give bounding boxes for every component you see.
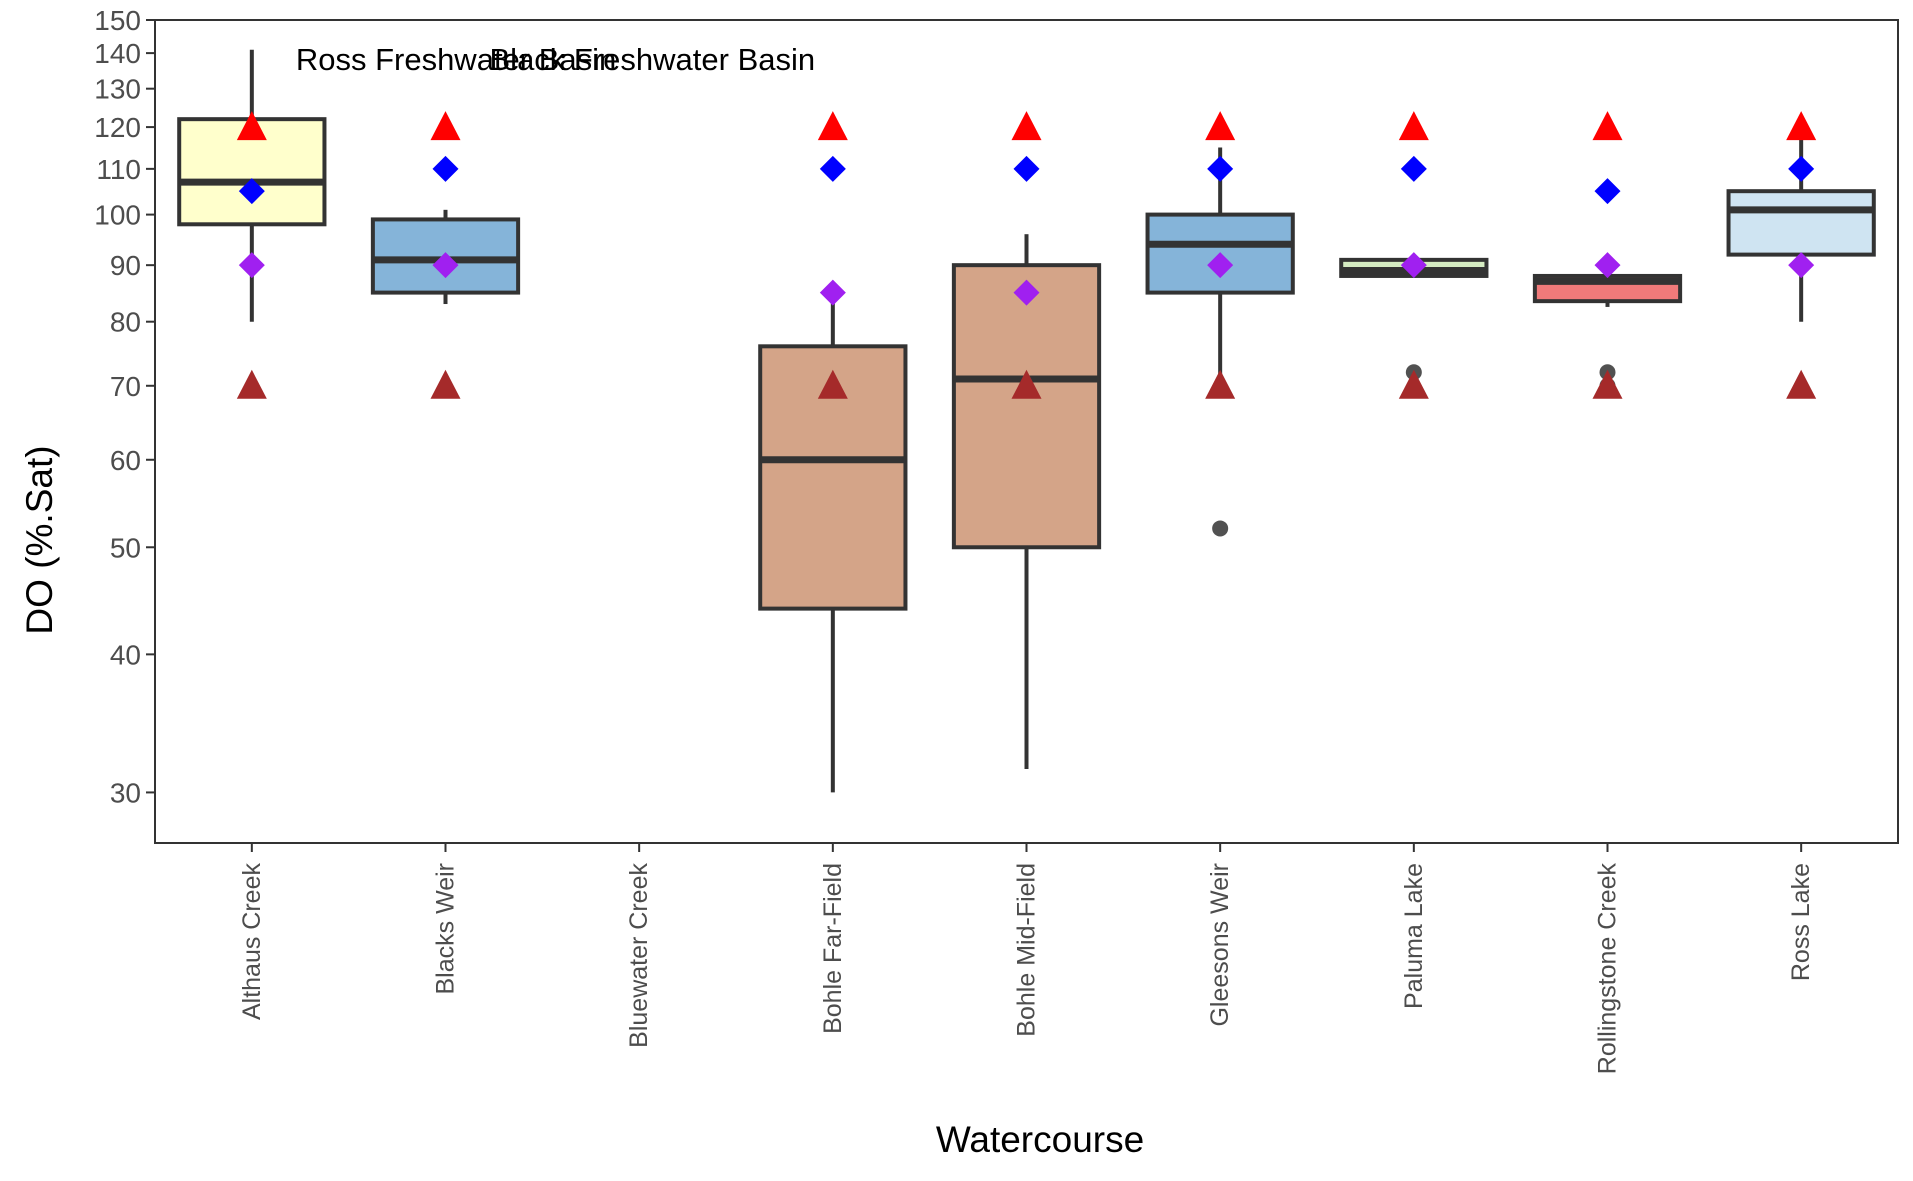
triangle-marker: [1786, 369, 1817, 399]
y-tick-label: 30: [110, 777, 141, 808]
annotation-label: Ross Freshwater Basin: [296, 42, 616, 77]
triangle-marker: [1398, 369, 1429, 399]
box-blacks-weir: [370, 209, 521, 305]
triangle-marker: [236, 369, 267, 399]
x-axis-title: Watercourse: [936, 1119, 1144, 1160]
x-tick-label: Ross Lake: [1787, 863, 1815, 981]
y-axis-title: DO (%.Sat): [19, 445, 60, 634]
box-body: [370, 217, 521, 295]
y-tick-label: 110: [96, 154, 141, 185]
y-tick-label: 140: [94, 38, 141, 69]
diamond-marker: [1400, 252, 1427, 279]
diamond-marker: [1788, 155, 1815, 182]
x-tick-label: Gleesons Weir: [1206, 863, 1234, 1027]
box-bohle-mid-field: [951, 234, 1102, 770]
diamond-marker: [1013, 155, 1040, 182]
y-tick-label: 150: [94, 5, 141, 36]
diamond-marker: [1013, 279, 1040, 306]
diamond-marker: [1594, 252, 1621, 279]
y-tick-label: 60: [110, 445, 141, 476]
x-tick-label: Blacks Weir: [432, 863, 460, 995]
x-tick-label: Althaus Creek: [238, 863, 266, 1021]
triangle-marker: [236, 111, 267, 141]
y-tick-label: 90: [110, 250, 141, 281]
diamond-marker: [1400, 155, 1427, 182]
x-axis: Althaus Creek Blacks Weir Bluewater Creek B…: [238, 843, 1815, 1074]
box-body: [1726, 189, 1876, 257]
triangle-marker: [430, 369, 461, 399]
y-tick-label: 100: [94, 200, 141, 231]
box-body: [951, 263, 1102, 550]
outlier-point: [1212, 520, 1229, 537]
x-tick-label: Rollingstone Creek: [1594, 863, 1622, 1075]
y-tick-label: 50: [110, 532, 141, 563]
diamond-marker: [432, 155, 459, 182]
diamond-marker: [238, 252, 265, 279]
triangle-marker: [1011, 111, 1042, 141]
triangle-marker: [1592, 369, 1623, 399]
triangle-marker: [1011, 369, 1042, 399]
x-tick-label: Bohle Far-Field: [819, 863, 847, 1034]
box-bohle-far-field: [758, 292, 908, 793]
guideline-points: [236, 111, 1817, 399]
annotation-label: Black Freshwater Basin: [490, 42, 816, 77]
y-tick-label: 130: [94, 74, 141, 105]
triangle-marker: [1786, 111, 1817, 141]
triangle-marker: [817, 369, 848, 399]
diamond-marker: [819, 155, 846, 182]
triangle-marker: [1205, 111, 1236, 141]
triangle-marker: [817, 111, 848, 141]
x-tick-label: Bohle Mid-Field: [1013, 863, 1041, 1037]
y-tick-label: 40: [110, 639, 141, 670]
y-tick-label: 80: [110, 307, 141, 338]
triangle-marker: [430, 111, 461, 141]
diamond-marker: [432, 252, 459, 279]
y-tick-label: 70: [110, 371, 141, 402]
diamond-marker: [819, 279, 846, 306]
diamond-marker: [1207, 252, 1234, 279]
x-tick-label: Bluewater Creek: [625, 863, 653, 1048]
triangle-marker: [1592, 111, 1623, 141]
diamond-marker: [1788, 252, 1815, 279]
diamond-marker: [238, 178, 265, 205]
triangle-marker: [1398, 111, 1429, 141]
box-gleesons-weir: [1145, 147, 1295, 537]
diamond-marker: [1594, 178, 1621, 205]
x-tick-label: Paluma Lake: [1400, 863, 1428, 1009]
triangle-marker: [1205, 369, 1236, 399]
y-tick-label: 120: [94, 112, 141, 143]
diamond-marker: [1207, 155, 1234, 182]
